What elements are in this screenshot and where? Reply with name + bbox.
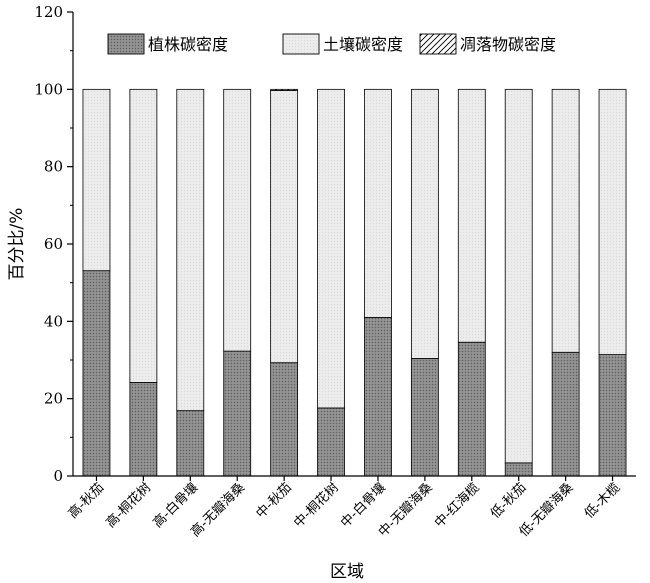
y-tick-label: 40: [44, 312, 63, 330]
x-tick-label: 中-红海榄: [431, 480, 482, 531]
bar-segment: [82, 88, 111, 272]
x-tick-label: 低-木榄: [581, 480, 623, 522]
y-tick-label: 0: [53, 467, 63, 485]
bar-segment: [551, 88, 580, 353]
legend-swatch: [282, 33, 320, 55]
y-tick-label: 120: [34, 3, 63, 21]
legend: 植株碳密度 土壤碳密度 凋落物碳密度: [107, 33, 556, 55]
bar-segment: [176, 88, 205, 412]
legend-label: 植株碳密度: [148, 35, 228, 54]
x-tick-label: 中-秋茄: [253, 480, 295, 522]
bar-segment: [223, 88, 252, 352]
bar-segment: [270, 90, 299, 364]
legend-label: 凋落物碳密度: [460, 35, 556, 54]
legend-swatch: [419, 33, 457, 55]
x-tick-label: 高-秋茄: [65, 480, 107, 522]
legend-label: 土壤碳密度: [323, 35, 403, 54]
bar-segment: [82, 270, 111, 477]
y-tick-label: 20: [44, 390, 63, 408]
x-axis-title: 区域: [330, 562, 364, 582]
bar-segment: [504, 88, 533, 464]
bar-segment: [223, 350, 252, 477]
bar-segment: [129, 382, 158, 477]
bars-group: [82, 88, 627, 477]
bar-segment: [457, 88, 486, 343]
bar-segment: [410, 358, 439, 477]
bar-segment: [504, 462, 533, 477]
x-tick-label: 中-桐花树: [290, 480, 341, 531]
y-tick-label: 80: [44, 158, 63, 176]
y-axis-title: 百分比/%: [7, 208, 27, 281]
bar-segment: [317, 88, 345, 409]
y-tick-label: 60: [44, 235, 63, 253]
bar-segment: [317, 407, 345, 477]
bar-segment: [270, 88, 299, 91]
y-tick-label: 100: [34, 80, 63, 98]
bar-segment: [457, 341, 486, 477]
bar-segment: [364, 317, 392, 477]
bar-segment: [364, 88, 392, 318]
bar-segment: [270, 362, 299, 477]
bar-segment: [129, 88, 158, 383]
bar-segment: [551, 351, 580, 477]
y-axis: 0 20 40 60 80 100 120: [34, 3, 74, 485]
bar-segment: [598, 354, 627, 477]
x-tick-label: 高-桐花树: [103, 480, 154, 531]
x-tick-label: 低-秋茄: [488, 480, 530, 522]
bar-segment: [598, 88, 627, 355]
legend-swatch: [107, 33, 145, 55]
bar-segment: [410, 88, 439, 359]
bar-segment: [176, 410, 205, 477]
